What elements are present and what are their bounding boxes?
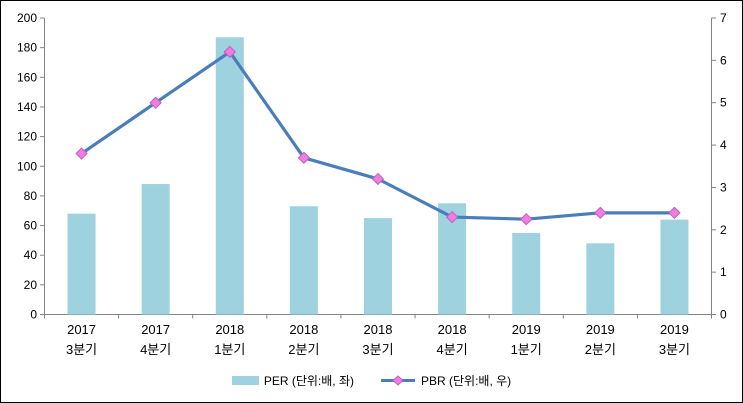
left-axis-tick-label: 40	[24, 248, 38, 262]
x-category-label-year: 2018	[215, 322, 244, 337]
left-axis-tick-label: 80	[24, 189, 38, 203]
right-axis-tick-label: 0	[720, 308, 727, 322]
left-axis-tick-label: 120	[17, 130, 37, 144]
per-bar	[512, 232, 541, 315]
right-axis-tick-label: 6	[720, 53, 727, 67]
right-axis-tick-label: 5	[720, 96, 727, 110]
per-bar	[289, 206, 318, 315]
per-bar	[141, 184, 170, 315]
right-axis-tick-label: 2	[720, 223, 727, 237]
pbr-marker	[445, 210, 459, 224]
right-axis-tick-label: 7	[720, 11, 727, 25]
x-category-label-year: 2018	[364, 322, 393, 337]
x-category-label-year: 2017	[141, 322, 170, 337]
per-bar	[67, 213, 96, 315]
x-category-label-quarter: 1분기	[214, 342, 245, 357]
pbr-marker	[223, 45, 236, 59]
x-category-label-year: 2019	[512, 322, 541, 337]
left-axis-tick-label: 0	[30, 308, 37, 322]
pbr-marker	[668, 206, 681, 220]
x-category-label-year: 2019	[586, 322, 615, 337]
pbr-line-swatch-icon	[381, 375, 415, 386]
x-category-label-quarter: 3분기	[659, 342, 690, 357]
pbr-marker	[297, 151, 311, 164]
chart-legend: PER (단위:배, 좌) PBR (단위:배, 우)	[1, 372, 742, 389]
left-axis-tick-label: 140	[17, 100, 37, 114]
left-axis-tick-label: 100	[17, 159, 37, 173]
x-category-label-year: 2019	[660, 322, 689, 337]
legend-item-pbr: PBR (단위:배, 우)	[380, 372, 511, 389]
pbr-marker	[75, 147, 88, 160]
left-axis-tick-label: 200	[17, 11, 37, 25]
x-category-label-quarter: 2분기	[288, 342, 319, 357]
left-axis-tick-label: 20	[24, 278, 38, 292]
x-category-label-quarter: 4분기	[437, 342, 468, 357]
legend-item-per: PER (단위:배, 좌)	[231, 372, 354, 389]
x-category-label-year: 2017	[67, 322, 96, 337]
x-category-label-quarter: 4분기	[140, 342, 171, 357]
left-axis-tick-label: 160	[17, 70, 37, 84]
pbr-marker-swatch-icon	[392, 375, 404, 386]
right-axis-tick-label: 4	[720, 138, 727, 152]
x-category-label-quarter: 3분기	[362, 342, 393, 357]
left-axis-tick-label: 60	[24, 219, 38, 233]
right-axis-tick-label: 1	[720, 265, 727, 279]
chart-canvas: 0 20 40 60 80 100 120 140 160 180 200 0 1 2 3 4 5 6 7 2017 3…	[17, 11, 727, 357]
x-category-label-quarter: 3분기	[66, 342, 97, 357]
pbr-marker	[149, 96, 162, 109]
pbr-marker	[371, 172, 385, 186]
per-bar	[364, 218, 392, 315]
legend-label-pbr: PBR (단위:배, 우)	[421, 374, 512, 388]
pbr-marker	[520, 212, 533, 226]
per-bar	[586, 243, 615, 315]
pbr-line	[80, 50, 675, 221]
x-category-label-year: 2018	[438, 322, 467, 337]
left-axis-tick-label: 180	[17, 41, 37, 55]
per-bar	[215, 37, 244, 315]
per-bar	[660, 219, 689, 315]
x-category-label-quarter: 1분기	[511, 342, 542, 357]
pbr-marker	[594, 206, 607, 220]
x-category-label-year: 2018	[289, 322, 318, 337]
legend-label-per: PER (단위:배, 좌)	[263, 374, 354, 388]
per-bar-swatch-icon	[231, 376, 259, 385]
right-axis-tick-label: 3	[720, 180, 727, 194]
x-category-label-quarter: 2분기	[585, 342, 616, 357]
